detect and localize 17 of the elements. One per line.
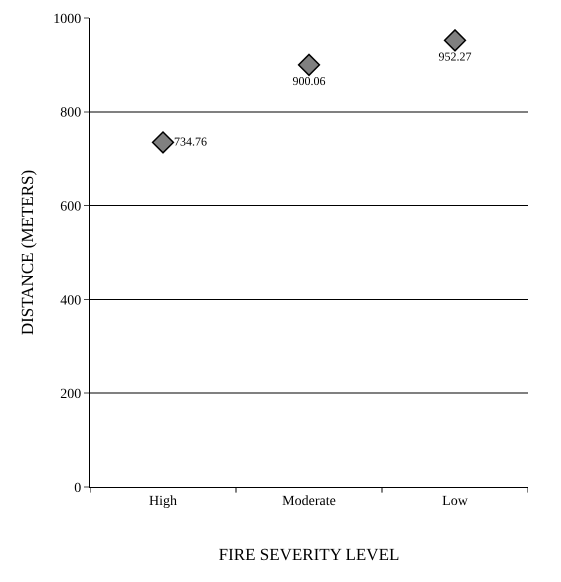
data-label: 952.27 bbox=[438, 49, 472, 64]
y-tick-label: 800 bbox=[60, 106, 82, 121]
point bbox=[152, 131, 174, 154]
x-axis-title: FIRE SEVERITY LEVEL bbox=[218, 545, 400, 564]
data-label: 900.06 bbox=[292, 74, 326, 88]
y-tick-label: 600 bbox=[60, 200, 82, 214]
y-axis-title: DISTANCE (METERS) bbox=[18, 170, 37, 336]
x-tick-label: High bbox=[149, 494, 177, 509]
point bbox=[444, 29, 466, 52]
data-label: 734.76 bbox=[174, 134, 207, 148]
y-tick-label: 400 bbox=[60, 293, 82, 308]
point bbox=[298, 54, 320, 76]
y-tick-label: 0 bbox=[74, 480, 82, 496]
y-tick-label: 1000 bbox=[53, 12, 82, 27]
x-tick-label: Low bbox=[442, 494, 469, 509]
x-tick-label: Moderate bbox=[282, 494, 336, 509]
y-tick-label: 200 bbox=[60, 387, 82, 402]
